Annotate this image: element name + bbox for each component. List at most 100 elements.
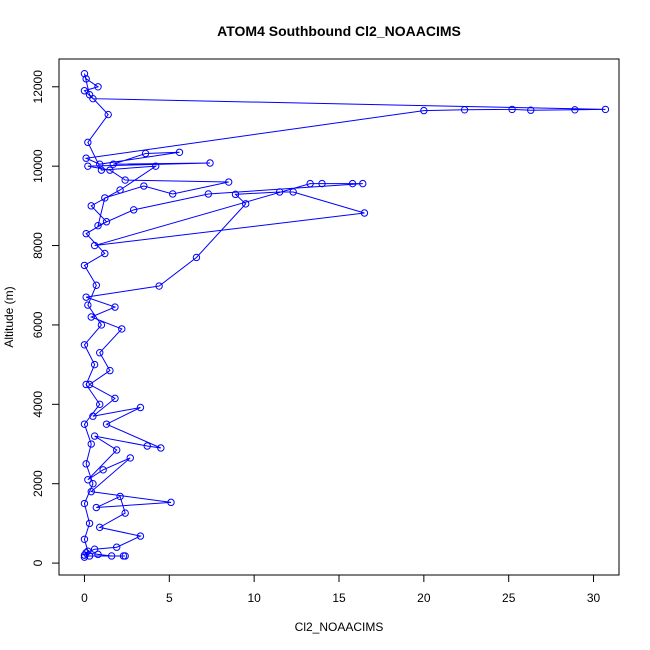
x-tick-label: 0	[81, 591, 88, 605]
data-point	[87, 487, 95, 496]
data-point	[143, 442, 151, 450]
data-point	[82, 380, 90, 389]
data-point	[96, 523, 104, 532]
y-tick-label: 12000	[31, 70, 45, 104]
data-point	[231, 190, 240, 199]
data-point	[241, 200, 250, 208]
data-point	[169, 190, 177, 198]
data-point	[82, 229, 90, 238]
data-point	[82, 549, 90, 557]
y-tick-label: 10000	[31, 149, 45, 183]
data-point	[90, 241, 99, 250]
data-point	[121, 509, 129, 517]
data-point	[85, 519, 94, 528]
data-point	[85, 380, 94, 389]
data-point	[82, 460, 90, 468]
data-point	[85, 91, 94, 99]
data-point	[80, 87, 89, 95]
data-point	[80, 261, 89, 270]
data-point	[360, 209, 369, 217]
x-tick-label: 25	[502, 591, 516, 605]
data-point	[107, 552, 116, 560]
data-point	[275, 188, 284, 196]
data-point	[101, 249, 109, 258]
data-point	[92, 503, 101, 512]
data-point	[601, 105, 610, 114]
x-tick-label: 30	[587, 591, 601, 605]
y-tick-label: 0	[31, 559, 45, 566]
data-point	[206, 159, 214, 167]
data-point	[101, 194, 109, 202]
data-point	[192, 253, 201, 262]
data-point	[94, 222, 102, 230]
y-tick-label: 8000	[31, 232, 45, 259]
data-point	[80, 69, 89, 78]
data-point	[460, 106, 469, 114]
data-point	[111, 394, 119, 403]
data-point	[113, 543, 121, 551]
data-point	[152, 162, 160, 170]
data-point	[80, 499, 89, 508]
data-point	[96, 349, 104, 357]
data-point	[141, 149, 150, 158]
data-point	[571, 106, 579, 114]
data-point	[289, 188, 297, 196]
data-point	[97, 321, 106, 329]
data-point	[89, 412, 97, 420]
plot-frame	[58, 58, 620, 576]
x-tick-label: 5	[166, 591, 173, 605]
x-tick-label: 20	[417, 591, 431, 605]
data-point	[126, 454, 134, 462]
series-line	[83, 73, 606, 558]
y-tick-label: 4000	[31, 391, 45, 418]
data-point	[359, 179, 367, 188]
data-point	[136, 403, 145, 412]
x-axis: 0 5 10 15 20 25 30	[81, 574, 601, 605]
data-point	[90, 432, 99, 440]
data-point	[116, 492, 124, 501]
data-point	[97, 166, 106, 174]
data-point	[84, 476, 92, 484]
data-point	[109, 160, 118, 168]
data-point	[87, 313, 95, 321]
data-point	[121, 176, 129, 184]
data-point	[94, 83, 102, 91]
x-tick-label: 15	[332, 591, 346, 605]
data-point	[80, 553, 89, 561]
data-point	[82, 293, 90, 301]
data-point	[94, 550, 102, 559]
x-axis-label: Cl2_NOAACIMS	[295, 620, 384, 634]
data-point	[80, 551, 89, 559]
data-point	[90, 360, 99, 369]
data-point	[157, 444, 165, 452]
data-point	[348, 179, 357, 188]
data-point	[99, 466, 107, 474]
data-point	[92, 281, 101, 289]
data-point	[129, 206, 138, 214]
chart-title: ATOM4 Southbound Cl2_NOAACIMS	[217, 23, 461, 39]
y-axis: 0 2000 4000 6000 8000 10000 12000	[31, 70, 60, 566]
data-point	[508, 105, 516, 114]
data-point	[155, 282, 163, 290]
data-point	[204, 190, 213, 198]
data-point	[87, 440, 95, 448]
data-point	[106, 166, 114, 174]
data-point	[80, 535, 89, 543]
data-point	[102, 218, 111, 226]
data-point	[527, 106, 535, 114]
data-point	[90, 545, 99, 553]
data-point	[82, 154, 90, 162]
data-point	[113, 446, 121, 454]
data-point	[420, 106, 428, 115]
data-point	[104, 110, 112, 119]
series-layer	[80, 69, 610, 561]
data-point	[89, 480, 97, 488]
data-point	[167, 498, 175, 507]
data-point	[84, 301, 92, 309]
y-tick-label: 6000	[31, 311, 45, 338]
data-point	[80, 341, 89, 349]
data-point	[80, 420, 89, 428]
data-point	[175, 148, 184, 156]
data-point	[225, 178, 233, 186]
